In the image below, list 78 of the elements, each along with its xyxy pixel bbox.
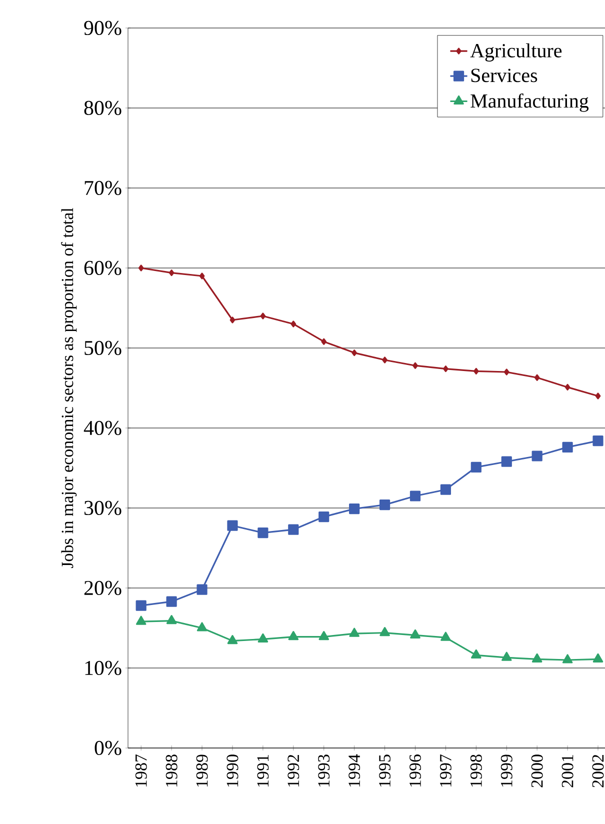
x-tick-label: 1998 [470,754,482,787]
x-tick-label: 2001 [562,755,574,788]
point [534,374,540,381]
legend-label: Manufacturing [470,93,589,112]
point [166,615,177,624]
point [199,272,205,280]
y-tick-label: 80% [84,100,122,116]
point [473,368,479,374]
point [440,484,451,495]
point [592,653,604,662]
x-tick-label: 1992 [288,754,300,787]
x-tick-label: 1999 [500,754,512,787]
point [562,654,573,664]
x-tick-label: 1995 [379,754,390,787]
x-tick-label: 1991 [257,755,269,787]
point [349,628,360,637]
point [258,633,268,642]
point [532,450,542,462]
y-tick-label: 70% [84,180,122,196]
point [443,365,448,372]
x-tick-label: 1996 [410,754,421,787]
point [260,312,266,320]
y-tick-label: 0% [94,740,122,756]
point [136,616,146,625]
point [379,499,390,510]
legend-label: Services [471,68,538,82]
point [227,635,238,644]
legend-label: Agriculture [470,43,562,62]
y-axis-title: Jobs in major economic sectors as proportion of total [61,208,77,568]
x-tick-label: 2000 [531,754,543,788]
x-tick-label: 1994 [348,754,360,787]
y-tick-label: 90% [84,20,122,36]
y-tick-label: 20% [84,580,122,596]
point [288,524,299,535]
y-tick-label: 10% [85,660,122,676]
y-tick-label: 60% [84,260,122,276]
point [504,368,510,376]
point [227,520,238,531]
point [318,631,329,640]
y-tick-label: 50% [84,340,122,356]
point [592,435,604,446]
point [501,652,512,661]
point [258,528,268,538]
point [166,596,177,607]
x-tick-label: 1987 [135,754,147,787]
point [138,264,144,272]
point [412,362,418,369]
x-tick-label: 1993 [318,754,330,787]
point [410,629,420,638]
x-tick-label: 1997 [440,754,452,787]
x-tick-label: 2002 [592,754,604,788]
x-tick-label: 1989 [196,754,208,787]
point [352,349,357,356]
point [230,316,236,324]
point [595,392,601,400]
point [349,503,360,514]
point [562,442,573,452]
point [564,384,570,390]
x-tick-label: 1988 [166,754,178,787]
point [440,632,451,641]
point [290,320,296,328]
point [196,584,208,595]
x-tick-label: 1990 [226,754,238,787]
point [318,511,330,522]
point [470,462,482,472]
point [410,490,421,502]
point [471,649,482,658]
point [380,627,390,636]
point [136,600,146,611]
y-tick-label: 30% [84,500,122,516]
point [532,653,542,662]
point [168,269,174,276]
point [382,356,388,364]
point [321,338,327,345]
y-tick-label: 40% [84,420,122,436]
point [196,622,208,632]
point [288,631,299,640]
point [501,456,512,467]
